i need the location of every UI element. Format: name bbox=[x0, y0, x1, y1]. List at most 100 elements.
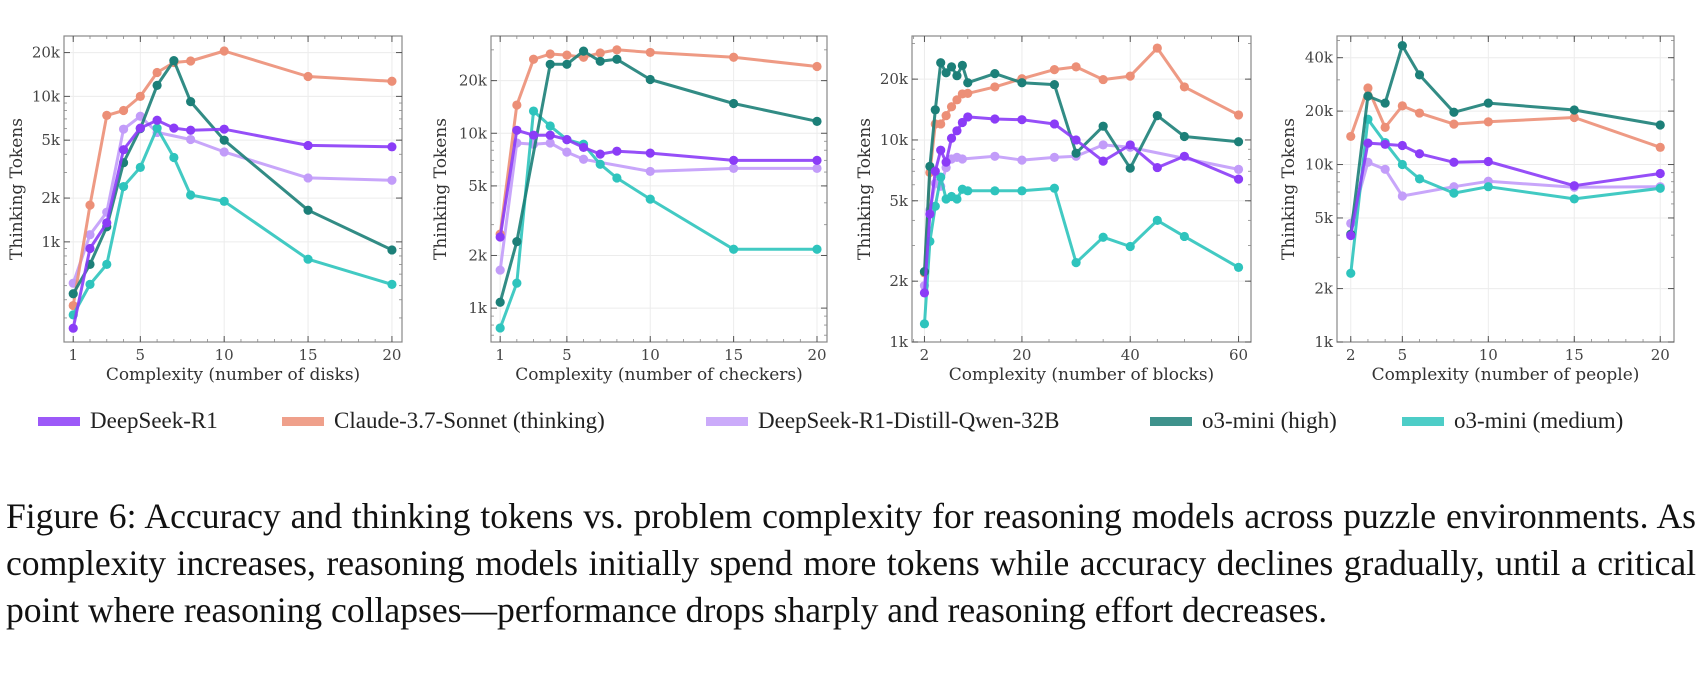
data-point-deepseek-r1 bbox=[1569, 181, 1579, 191]
data-point-o3-mini-high bbox=[1125, 163, 1135, 173]
data-point-deepseek-r1 bbox=[102, 218, 112, 228]
data-point-o3-mini-medium bbox=[118, 181, 129, 192]
data-point-o3-mini-high bbox=[936, 58, 946, 68]
data-point-deepseek-r1-distill-qwen-32b bbox=[545, 138, 555, 148]
data-point-deepseek-r1-distill-qwen-32b bbox=[990, 151, 1000, 161]
x-axis-label: Complexity (number of disks) bbox=[106, 365, 360, 385]
data-point-o3-mini-high bbox=[1233, 137, 1244, 147]
data-point-claude-3-7-sonnet-thinking bbox=[1569, 112, 1579, 123]
data-point-claude-3-7-sonnet-thinking bbox=[1483, 117, 1493, 127]
y-tick-label: 40k bbox=[1305, 49, 1334, 67]
data-point-deepseek-r1-distill-qwen-32b bbox=[957, 154, 967, 164]
data-point-o3-mini-high bbox=[1017, 78, 1027, 88]
data-point-deepseek-r1 bbox=[612, 146, 622, 156]
data-point-deepseek-r1-distill-qwen-32b bbox=[135, 111, 145, 121]
data-point-deepseek-r1 bbox=[169, 123, 179, 133]
data-point-deepseek-r1 bbox=[946, 133, 957, 143]
data-point-o3-mini-medium bbox=[495, 323, 505, 333]
data-point-o3-mini-high bbox=[578, 46, 589, 56]
data-point-deepseek-r1 bbox=[1449, 157, 1459, 167]
charts-row: 1 5 10 15 20 1k 2k 5k 10k 20k Complexity (number o… bbox=[7, 35, 1675, 385]
data-point-deepseek-r1-distill-qwen-32b bbox=[1449, 182, 1459, 192]
series-deepseek-r1 bbox=[1346, 138, 1665, 241]
data-point-o3-mini-medium bbox=[595, 159, 605, 169]
legend-item-claude: Claude-3.7-Sonnet (thinking) bbox=[282, 405, 605, 437]
data-point-o3-mini-medium bbox=[936, 172, 946, 182]
x-tick-label: 20 bbox=[1012, 346, 1031, 364]
data-point-o3-mini-high bbox=[219, 135, 229, 145]
y-tick-label: 20k bbox=[459, 72, 488, 90]
data-point-deepseek-r1 bbox=[495, 232, 505, 242]
data-point-claude-3-7-sonnet-thinking bbox=[990, 82, 1000, 92]
data-point-o3-mini-high bbox=[169, 56, 179, 66]
data-point-o3-mini-medium bbox=[1049, 183, 1060, 193]
data-point-o3-mini-high bbox=[1049, 79, 1060, 90]
x-tick-label: 10 bbox=[641, 346, 660, 364]
x-tick-label: 20 bbox=[807, 346, 826, 364]
chart-panel-3: 2 20 40 60 1k 2k 5k 10k 20k Complexity (number of… bbox=[855, 35, 1252, 385]
data-point-o3-mini-medium bbox=[645, 194, 655, 204]
series-o3-mini-high bbox=[919, 58, 1244, 277]
data-point-claude-3-7-sonnet-thinking bbox=[152, 67, 162, 78]
data-point-deepseek-r1-distill-qwen-32b bbox=[1017, 155, 1027, 165]
data-point-deepseek-r1 bbox=[1655, 168, 1665, 179]
data-point-deepseek-r1 bbox=[152, 115, 162, 125]
data-point-deepseek-r1 bbox=[186, 125, 196, 135]
y-tick-label: 1k bbox=[41, 233, 61, 251]
data-point-o3-mini-medium bbox=[930, 201, 940, 211]
legend-item-o3-medium: o3-mini (medium) bbox=[1402, 405, 1623, 437]
series-line-o3-mini-high bbox=[498, 49, 818, 303]
data-point-deepseek-r1 bbox=[963, 112, 973, 122]
data-point-claude-3-7-sonnet-thinking bbox=[85, 200, 95, 210]
data-point-deepseek-r1-distill-qwen-32b bbox=[118, 124, 129, 134]
legend-swatch-o3-medium bbox=[1402, 416, 1444, 426]
data-point-deepseek-r1 bbox=[1125, 140, 1135, 150]
data-point-o3-mini-high bbox=[1179, 131, 1189, 142]
data-point-o3-mini-medium bbox=[528, 106, 539, 116]
x-tick-label: 2 bbox=[920, 346, 930, 364]
data-point-deepseek-r1 bbox=[68, 323, 78, 333]
data-point-claude-3-7-sonnet-thinking bbox=[219, 46, 229, 56]
data-point-o3-mini-medium bbox=[919, 319, 930, 329]
data-point-deepseek-r1 bbox=[512, 125, 522, 135]
data-point-claude-3-7-sonnet-thinking bbox=[963, 88, 973, 98]
data-point-deepseek-r1 bbox=[303, 140, 313, 151]
data-point-o3-mini-medium bbox=[1179, 231, 1189, 242]
data-point-deepseek-r1-distill-qwen-32b bbox=[812, 163, 822, 173]
data-point-deepseek-r1 bbox=[1233, 174, 1244, 184]
data-point-deepseek-r1 bbox=[941, 157, 951, 167]
data-point-deepseek-r1 bbox=[936, 145, 946, 155]
data-point-claude-3-7-sonnet-thinking bbox=[545, 49, 555, 59]
data-point-deepseek-r1-distill-qwen-32b bbox=[1049, 152, 1060, 162]
plot-frame bbox=[63, 35, 403, 343]
y-axis-label: Thinking Tokens bbox=[855, 118, 875, 260]
series-line-o3-mini-medium bbox=[923, 175, 1240, 324]
x-tick-label: 1 bbox=[495, 346, 505, 364]
y-axis-label: Thinking Tokens bbox=[7, 118, 27, 260]
data-point-claude-3-7-sonnet-thinking bbox=[562, 50, 572, 60]
data-point-deepseek-r1 bbox=[387, 142, 397, 152]
data-point-o3-mini-high bbox=[1449, 107, 1459, 117]
data-point-claude-3-7-sonnet-thinking bbox=[612, 45, 622, 55]
y-axis-label: Thinking Tokens bbox=[431, 118, 451, 260]
y-tick-label: 10k bbox=[1305, 156, 1334, 174]
y-axis-label: Thinking Tokens bbox=[1279, 118, 1299, 260]
data-point-deepseek-r1 bbox=[1414, 149, 1425, 159]
x-tick-label: 20 bbox=[382, 346, 401, 364]
data-point-claude-3-7-sonnet-thinking bbox=[1414, 108, 1425, 118]
data-point-claude-3-7-sonnet-thinking bbox=[1380, 122, 1390, 132]
data-point-claude-3-7-sonnet-thinking bbox=[941, 110, 951, 121]
x-tick-label: 15 bbox=[724, 346, 743, 364]
y-tick-label: 5k bbox=[468, 177, 488, 195]
legend-swatch-o3-high bbox=[1150, 416, 1192, 426]
y-tick-label: 2k bbox=[1314, 280, 1334, 298]
y-tick-label: 1k bbox=[889, 333, 909, 351]
data-point-deepseek-r1 bbox=[219, 124, 229, 134]
data-point-o3-mini-high bbox=[612, 54, 622, 64]
data-point-deepseek-r1-distill-qwen-32b bbox=[1380, 164, 1390, 174]
y-tick-label: 10k bbox=[880, 131, 909, 149]
data-point-o3-mini-high bbox=[930, 105, 940, 115]
data-point-o3-mini-high bbox=[152, 80, 162, 90]
data-point-claude-3-7-sonnet-thinking bbox=[387, 76, 397, 86]
data-point-o3-mini-high bbox=[645, 74, 655, 85]
